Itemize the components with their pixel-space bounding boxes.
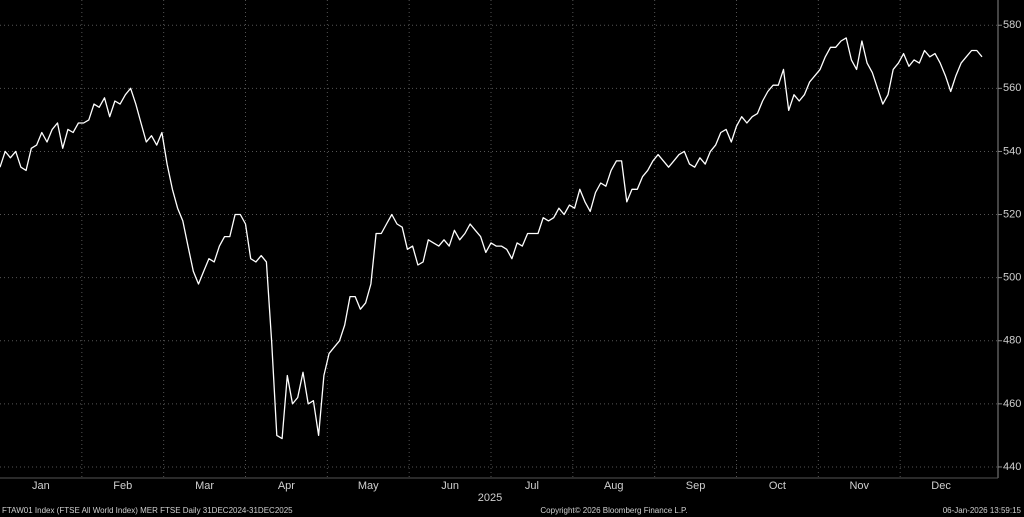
- y-tick-label: 560: [1003, 82, 1021, 94]
- y-tick-label: 480: [1003, 335, 1021, 347]
- x-tick-label: Apr: [278, 480, 295, 492]
- y-tick-label: 520: [1003, 208, 1021, 220]
- y-tick-label: 500: [1003, 272, 1021, 284]
- x-tick-label: Jul: [525, 480, 539, 492]
- y-tick-label: 440: [1003, 461, 1021, 473]
- x-tick-label: Aug: [604, 480, 624, 492]
- x-tick-label: May: [358, 480, 379, 492]
- y-tick-label: 580: [1003, 19, 1021, 31]
- year-label: 2025: [478, 492, 502, 504]
- y-tick-label: 460: [1003, 398, 1021, 410]
- x-tick-label: Dec: [931, 480, 951, 492]
- line: [0, 37, 983, 440]
- x-tick-label: Mar: [195, 480, 214, 492]
- x-tick-label: Jan: [32, 480, 50, 492]
- x-tick-label: Sep: [686, 480, 706, 492]
- y-tick-label: 540: [1003, 145, 1021, 157]
- timestamp: 06-Jan-2026 13:59:15: [943, 506, 1022, 515]
- source: FTAW01 Index (FTSE All World Index) MER …: [2, 506, 293, 515]
- x-tick-label: Jun: [441, 480, 459, 492]
- copyright: Copyright© 2026 Bloomberg Finance L.P.: [540, 506, 687, 515]
- x-tick-label: Oct: [769, 480, 786, 492]
- x-tick-label: Nov: [849, 480, 869, 492]
- x-tick-label: Feb: [113, 480, 132, 492]
